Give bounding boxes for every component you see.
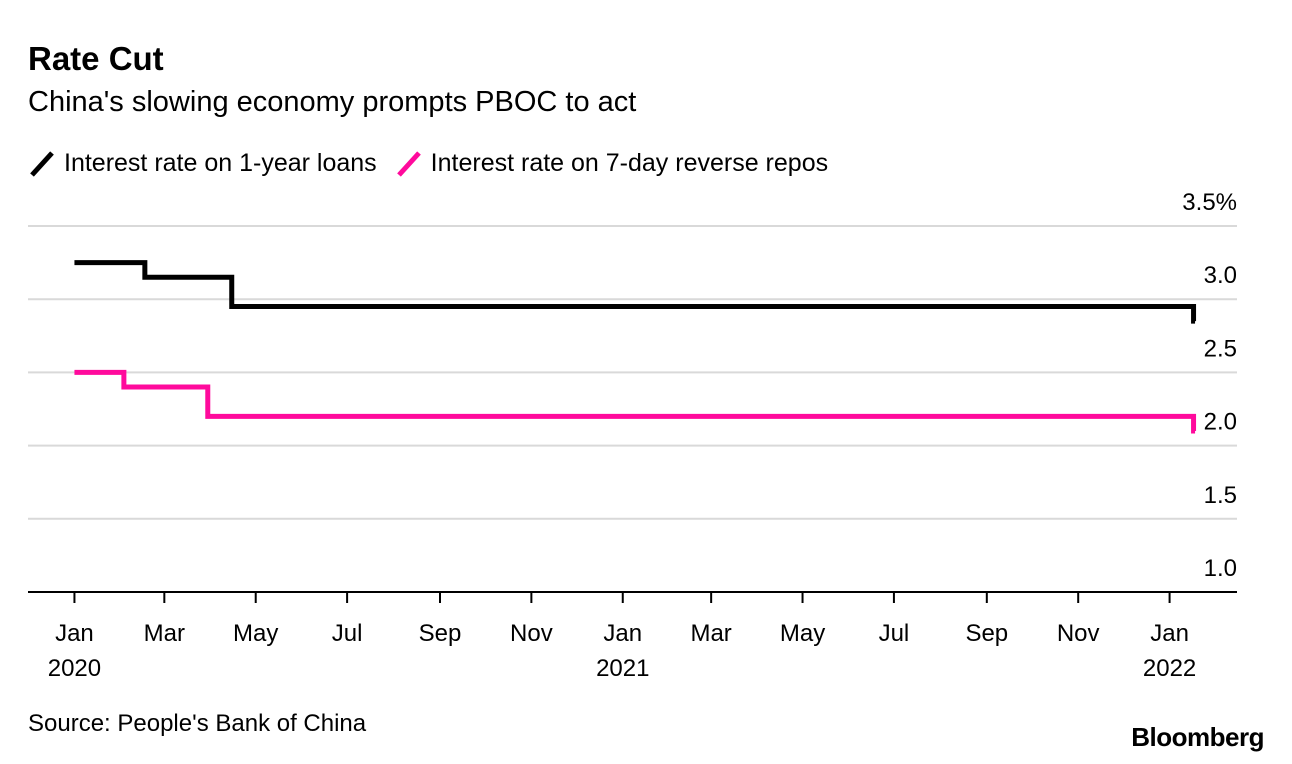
x-tick-label: May	[780, 620, 825, 647]
series-line-1	[74, 369, 1197, 434]
x-tick-label: May	[233, 620, 278, 647]
source-note: Source: People's Bank of China	[28, 710, 367, 737]
legend-item-1-year-loans: Interest rate on 1-year loans	[28, 145, 377, 181]
legend-swatch-1-year-loans	[30, 151, 54, 177]
chart-legend: Interest rate on 1-year loans Interest r…	[28, 145, 846, 181]
legend-swatch-7-day-reverse-repos	[396, 151, 421, 177]
x-tick-label: Sep	[965, 620, 1008, 647]
legend-label-1-year-loans: Interest rate on 1-year loans	[64, 148, 377, 177]
x-tick-label: Sep	[419, 620, 462, 647]
x-tick-label: Jan	[603, 620, 642, 647]
y-tick-label: 2.5	[1204, 335, 1237, 362]
legend-item-7-day-reverse-repos: Interest rate on 7-day reverse repos	[395, 145, 828, 181]
x-tick-label: Jul	[332, 620, 363, 647]
x-tick-year-label: 2020	[48, 655, 101, 682]
series-line-0	[74, 260, 1197, 324]
x-tick-label: Jul	[879, 620, 910, 647]
x-tick-year-label: 2021	[596, 655, 649, 682]
bloomberg-logo: Bloomberg	[1131, 722, 1264, 752]
legend-label-7-day-reverse-repos: Interest rate on 7-day reverse repos	[430, 148, 829, 177]
x-tick-label: Jan	[55, 620, 94, 647]
x-tick-year-label: 2022	[1143, 655, 1196, 682]
x-tick-label: Mar	[144, 620, 185, 647]
y-tick-label: 1.0	[1204, 555, 1237, 582]
x-tick-label: Nov	[1057, 620, 1100, 647]
x-tick-label: Jan	[1150, 620, 1189, 647]
y-tick-label: 3.0	[1204, 262, 1237, 289]
chart-subtitle: China's slowing economy prompts PBOC to …	[28, 86, 637, 118]
y-tick-label: 2.0	[1204, 409, 1237, 436]
x-tick-label: Mar	[690, 620, 731, 647]
x-tick-label: Nov	[510, 620, 553, 647]
y-tick-label: 1.5	[1204, 482, 1237, 509]
y-tick-label: 3.5%	[1182, 189, 1237, 216]
chart-title: Rate Cut	[28, 40, 164, 77]
